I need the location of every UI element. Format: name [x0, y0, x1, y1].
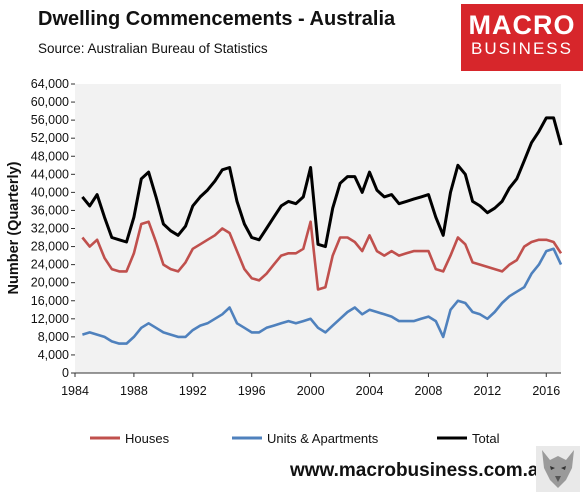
logo-line-1: MACRO — [468, 10, 576, 40]
footer-url[interactable]: www.macrobusiness.com.au — [290, 460, 551, 481]
plot-area — [75, 84, 561, 373]
macrobusiness-logo: MACRO BUSINESS — [461, 4, 583, 71]
x-tick-label: 1996 — [238, 384, 266, 398]
series-line-units-apartments — [82, 247, 563, 345]
chart-subtitle: Source: Australian Bureau of Statistics — [38, 41, 268, 56]
y-tick-label: 60,000 — [31, 95, 69, 109]
series-line-total — [81, 116, 563, 249]
y-axis-ticks: 0 4,000 8,000 12,000 16,000 20,000 24,000 28,00… — [31, 77, 75, 380]
y-tick-label: 32,000 — [31, 222, 69, 236]
series-lines — [81, 116, 563, 345]
x-tick-label: 2016 — [532, 384, 560, 398]
y-tick-label: 8,000 — [38, 330, 69, 344]
y-tick-label: 48,000 — [31, 149, 69, 163]
y-tick-label: 40,000 — [31, 185, 69, 199]
legend-label-units-apartments: Units & Apartments — [267, 431, 379, 446]
y-tick-label: 24,000 — [31, 258, 69, 272]
y-tick-label: 64,000 — [31, 77, 69, 91]
x-tick-label: 1988 — [120, 384, 148, 398]
legend: Houses Units & Apartments Total — [90, 431, 500, 446]
x-tick-label: 1984 — [61, 384, 89, 398]
x-tick-label: 1992 — [179, 384, 207, 398]
series-line-houses — [81, 220, 563, 291]
legend-label-houses: Houses — [125, 431, 170, 446]
legend-label-total: Total — [472, 431, 500, 446]
y-axis-label: Number (Quarterly) — [6, 161, 22, 294]
y-tick-label: 16,000 — [31, 294, 69, 308]
y-tick-label: 44,000 — [31, 167, 69, 181]
x-axis-ticks: 1984 1988 1992 1996 2000 2004 2008 2012 2016 — [61, 373, 560, 398]
y-tick-label: 20,000 — [31, 276, 69, 290]
y-tick-label: 56,000 — [31, 113, 69, 127]
y-tick-label: 52,000 — [31, 131, 69, 145]
y-tick-label: 28,000 — [31, 240, 69, 254]
x-tick-label: 2004 — [356, 384, 384, 398]
wolf-logo-icon — [536, 446, 580, 492]
x-tick-label: 2012 — [473, 384, 501, 398]
logo-line-2: BUSINESS — [471, 39, 573, 58]
y-tick-label: 0 — [62, 366, 69, 380]
y-tick-label: 12,000 — [31, 312, 69, 326]
y-tick-label: 4,000 — [38, 348, 69, 362]
x-tick-label: 2000 — [297, 384, 325, 398]
x-tick-label: 2008 — [415, 384, 443, 398]
y-tick-label: 36,000 — [31, 203, 69, 217]
chart-title: Dwelling Commencements - Australia — [38, 8, 396, 30]
